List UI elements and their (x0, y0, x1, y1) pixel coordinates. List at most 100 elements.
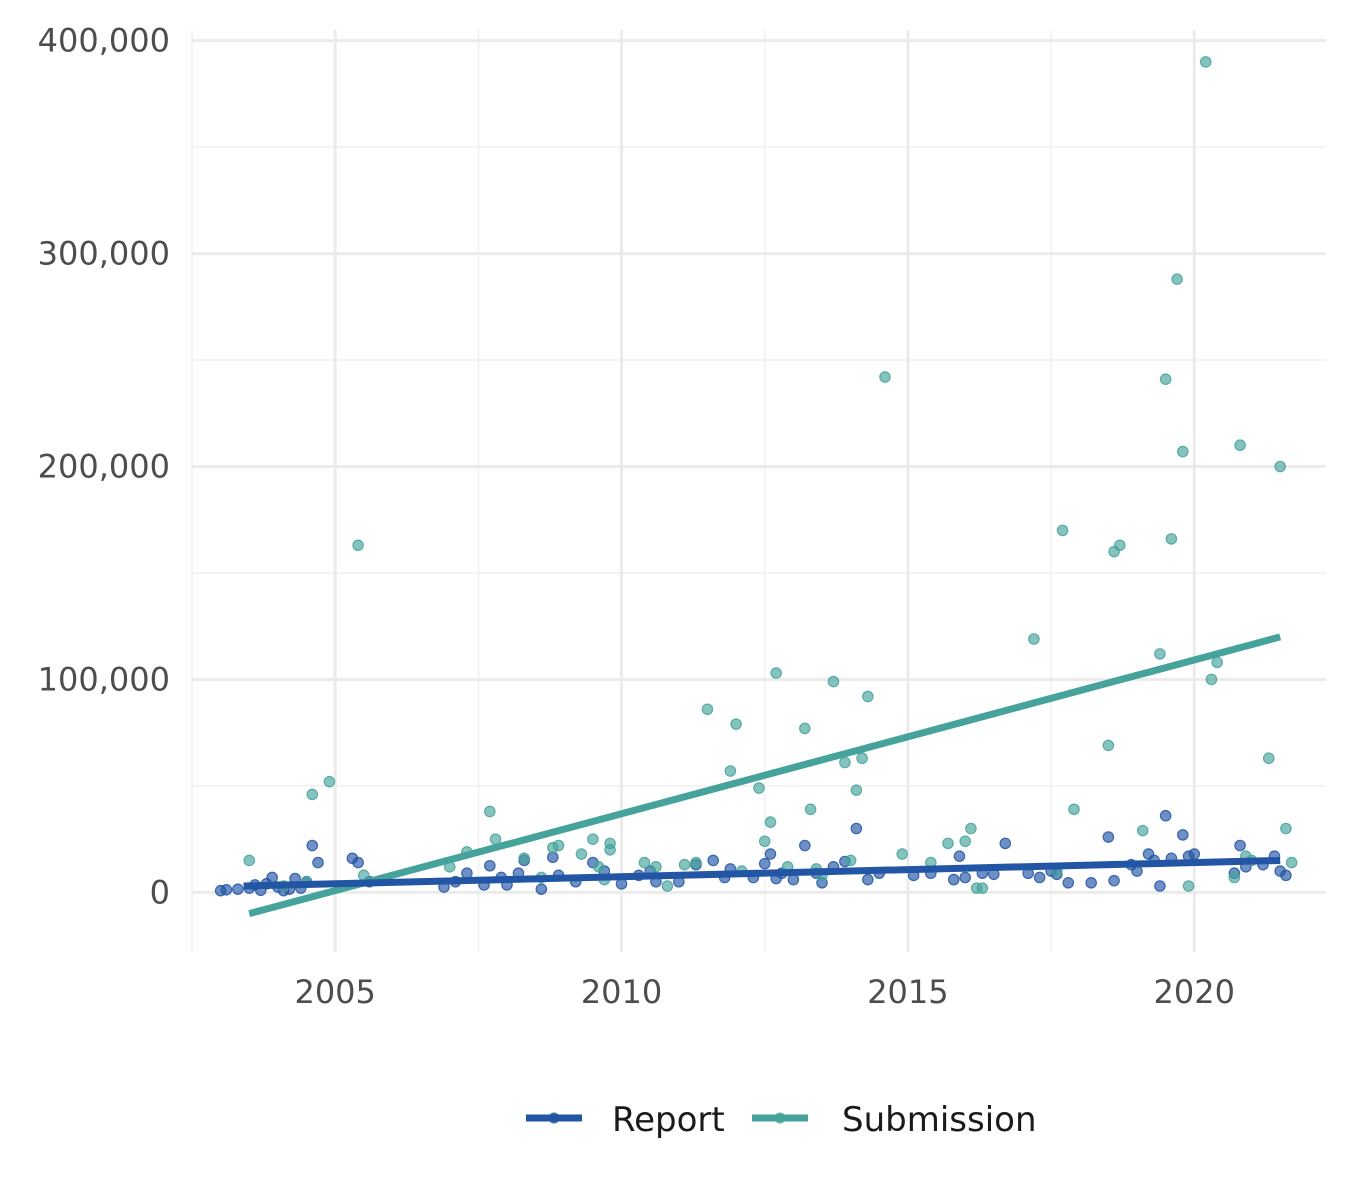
y-tick-label: 300,000 (38, 235, 170, 273)
y-tick-label: 200,000 (38, 448, 170, 486)
data-point-submission (856, 752, 868, 765)
data-point-submission (1177, 445, 1189, 458)
data-point-submission (587, 833, 599, 845)
data-point-submission (1234, 439, 1246, 452)
data-point-submission (661, 880, 674, 892)
data-point-report (1188, 848, 1201, 860)
data-point-submission (1262, 752, 1275, 765)
data-point-submission (701, 703, 714, 716)
data-point-submission (804, 803, 817, 816)
y-tick-label: 0 (150, 873, 170, 911)
data-point-submission (1136, 824, 1149, 837)
x-tick-label: 2015 (867, 973, 948, 1011)
data-point-submission (753, 782, 765, 794)
data-point-report (799, 839, 811, 852)
data-points (214, 56, 1298, 897)
data-point-report (707, 854, 719, 867)
y-axis-tick-labels: 0 100,000 200,000 300,000 400,000 (38, 22, 170, 912)
data-point-submission (1274, 460, 1286, 473)
data-point-report (1177, 829, 1189, 841)
data-point-report (862, 873, 874, 886)
y-tick-label: 400,000 (38, 22, 170, 60)
data-point-submission (575, 848, 588, 860)
data-point-submission (758, 835, 771, 848)
data-point-submission (839, 756, 851, 769)
data-point-submission (850, 784, 863, 796)
data-point-submission (1199, 56, 1212, 68)
data-point-submission (827, 675, 840, 688)
legend-key-dot-report (548, 1112, 560, 1124)
data-point-report (959, 871, 971, 884)
data-point-submission (1182, 880, 1195, 892)
data-point-report (999, 837, 1012, 850)
legend: Report Submission (526, 1100, 1037, 1140)
data-point-submission (1114, 539, 1126, 552)
data-point-submission (976, 882, 989, 894)
data-point-submission (323, 775, 336, 788)
data-point-report (312, 856, 324, 869)
data-point-submission (352, 539, 364, 552)
data-point-report (266, 871, 278, 884)
trend-lines (243, 633, 1282, 918)
data-point-report (1102, 831, 1115, 843)
data-point-report (1159, 809, 1172, 822)
data-point-submission (1068, 803, 1080, 816)
data-point-submission (764, 816, 777, 828)
data-point-report (1085, 876, 1097, 889)
data-point-report (232, 883, 244, 895)
data-point-report (1033, 871, 1046, 884)
data-point-submission (678, 858, 691, 871)
x-axis-tick-labels: 2005 2010 2015 2020 (294, 973, 1235, 1011)
data-point-report (953, 850, 966, 862)
data-point-submission (1171, 273, 1183, 285)
data-point-submission (1028, 633, 1040, 645)
legend-key-dot-submission (774, 1112, 786, 1124)
grid (191, 30, 1326, 952)
data-point-submission (484, 805, 496, 818)
data-point-report (461, 867, 473, 880)
data-point-submission (1285, 856, 1298, 869)
x-tick-label: 2020 (1154, 973, 1235, 1011)
data-point-report (850, 822, 863, 835)
data-point-submission (1211, 656, 1223, 669)
trend-line-report (243, 856, 1281, 890)
data-point-submission (306, 788, 319, 801)
data-point-submission (604, 843, 616, 856)
data-point-submission (592, 861, 605, 873)
y-tick-label: 100,000 (38, 660, 170, 698)
data-point-submission (1205, 673, 1218, 686)
data-point-submission (965, 822, 977, 835)
data-point-report (1062, 876, 1075, 889)
data-point-submission (650, 861, 662, 873)
data-point-submission (1056, 524, 1069, 537)
data-point-submission (896, 848, 908, 860)
x-tick-label: 2010 (581, 973, 662, 1011)
data-point-submission (879, 371, 891, 383)
data-point-report (535, 883, 548, 895)
data-point-report (306, 839, 319, 852)
data-point-report (758, 857, 771, 870)
data-point-submission (552, 839, 565, 852)
data-point-report (1108, 874, 1120, 887)
legend-label-report: Report (612, 1100, 725, 1140)
data-point-submission (1165, 533, 1178, 545)
data-point-submission (724, 765, 737, 777)
data-point-submission (518, 852, 530, 865)
data-point-report (1280, 869, 1292, 882)
data-point-report (220, 884, 233, 896)
data-point-submission (942, 837, 954, 850)
data-point-submission (1154, 648, 1166, 660)
data-point-report (947, 873, 960, 886)
data-point-report (1154, 880, 1166, 892)
data-point-report (547, 851, 559, 864)
trend-line-submission (248, 633, 1282, 918)
data-point-submission (243, 854, 256, 867)
data-point-submission (489, 833, 502, 845)
data-point-submission (862, 690, 874, 703)
data-point-submission (1280, 822, 1292, 835)
data-point-submission (770, 667, 782, 679)
data-point-report (764, 848, 777, 860)
x-tick-label: 2005 (294, 973, 375, 1011)
data-point-submission (959, 835, 971, 848)
data-point-submission (1159, 373, 1172, 386)
